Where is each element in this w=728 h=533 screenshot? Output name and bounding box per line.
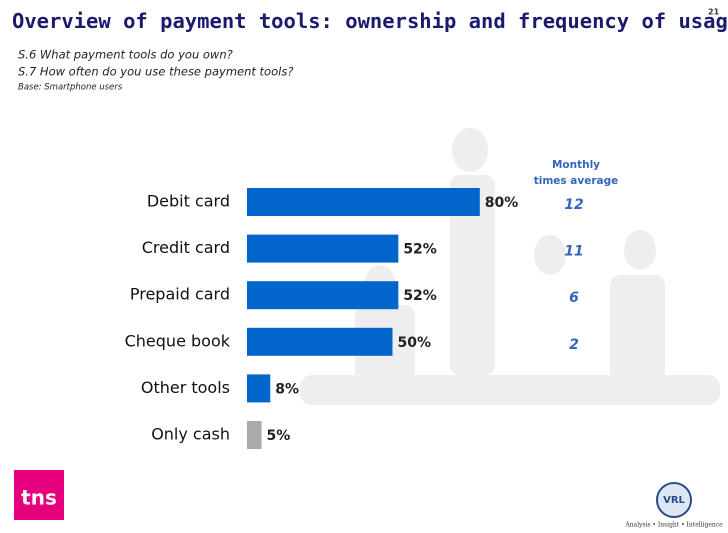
monthly-value: 12 — [564, 197, 583, 213]
monthly-value: 11 — [564, 244, 583, 260]
tns-logo: tns — [14, 470, 64, 520]
bar — [247, 421, 262, 449]
page-number: 21 — [708, 8, 720, 17]
category-label: Other tools — [141, 378, 230, 397]
base-note: Base: Smartphone users — [18, 83, 123, 93]
bar — [247, 327, 393, 356]
value-label: 5% — [267, 428, 291, 444]
value-label: 52% — [403, 242, 437, 258]
logo-tagline: Analysis • Insight • Intelligence — [624, 522, 723, 529]
bar — [247, 188, 480, 216]
logo-text: tns — [21, 486, 57, 510]
category-label: Credit card — [142, 238, 230, 257]
category-label: Debit card — [147, 192, 230, 211]
value-label: 52% — [403, 288, 437, 304]
category-label: Prepaid card — [130, 285, 230, 304]
category-label: Only cash — [151, 425, 230, 444]
monthly-value: 2 — [569, 337, 579, 353]
category-label: Cheque book — [125, 331, 231, 350]
logo-text: VRL — [663, 495, 685, 506]
value-label: 8% — [275, 381, 299, 397]
value-label: 50% — [398, 335, 432, 351]
bar — [247, 234, 399, 263]
vrl-logo: VRL Analysis • Insight • Intelligence — [624, 482, 723, 529]
logo-box — [14, 470, 64, 520]
bar — [247, 281, 399, 310]
background-figures — [300, 128, 720, 405]
monthly-value: 6 — [569, 290, 579, 306]
value-label: 80% — [485, 195, 519, 211]
monthly-header: Monthly — [552, 159, 600, 171]
title: Overview of payment tools: ownership and… — [12, 9, 728, 33]
question: S.6 What payment tools do you own? — [18, 48, 233, 62]
monthly-header: times average — [534, 175, 619, 187]
question: S.7 How often do you use these payment t… — [18, 65, 293, 79]
bar — [247, 374, 271, 403]
